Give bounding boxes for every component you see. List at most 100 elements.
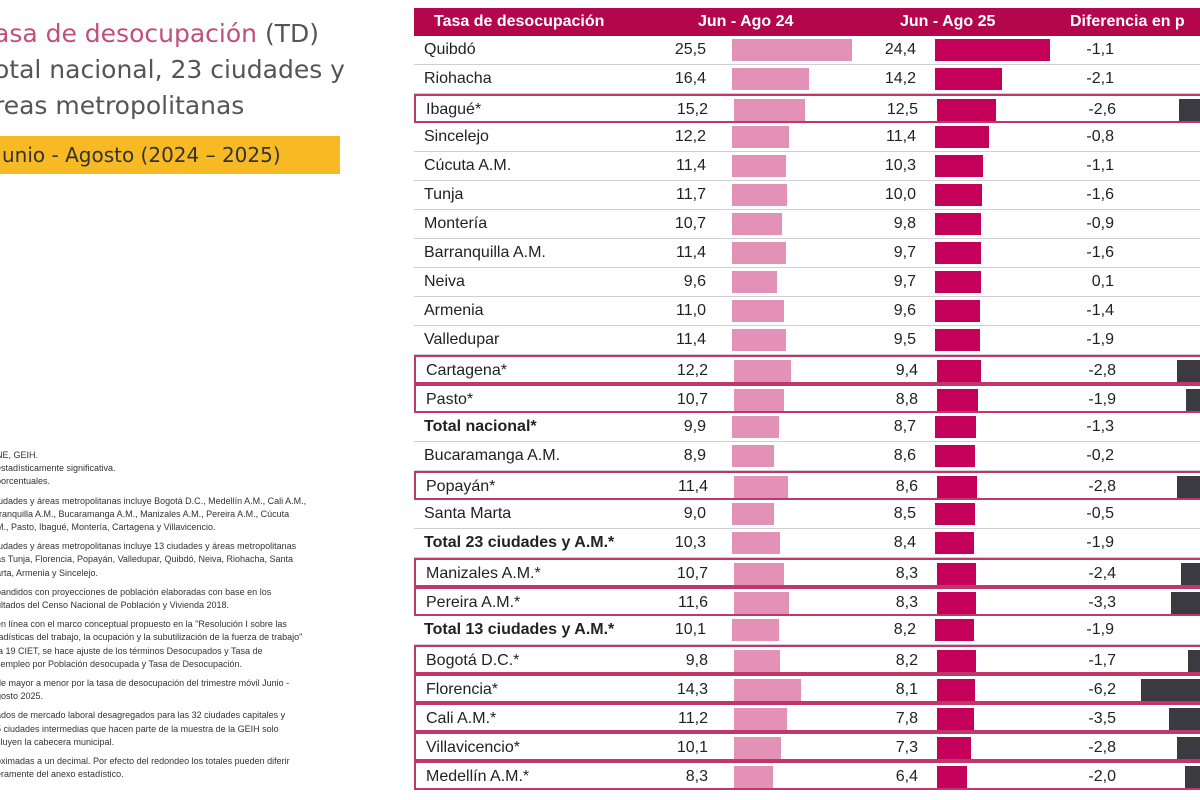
title-line-2: otal nacional, 23 ciudades y (0, 55, 345, 84)
bar-2025 (937, 360, 982, 382)
bar-2024 (734, 389, 785, 411)
value-2024: 9,8 (685, 652, 708, 669)
table-row: Barranquilla A.M. 11,4 9,7 -1,6 (414, 239, 1200, 268)
footnote-line: ultados del Censo Nacional de Población … (0, 600, 229, 611)
bar-2024 (732, 155, 786, 177)
table-row: Total 13 ciudades y A.M.* 10,1 8,2 -1,9 (414, 616, 1200, 645)
bar-2024 (732, 126, 790, 148)
value-2024: 11,4 (676, 157, 706, 174)
table-row: Cúcuta A.M. 11,4 10,3 -1,1 (414, 152, 1200, 181)
value-diff: 0,1 (1091, 273, 1114, 290)
city-label: Pereira A.M.* (426, 594, 521, 611)
bar-2025 (935, 532, 975, 554)
header-diff: Diferencia en p (1070, 13, 1185, 30)
bar-2025 (935, 126, 989, 148)
bar-2025 (935, 329, 980, 351)
bar-diff (1176, 360, 1200, 382)
value-2024: 10,1 (674, 621, 706, 638)
value-2025: 14,2 (884, 70, 916, 87)
value-diff: -1,9 (1088, 391, 1116, 408)
header-city: Tasa de desocupación (434, 13, 605, 30)
bar-2024 (732, 300, 784, 322)
value-2025: 8,5 (893, 505, 916, 522)
bar-diff (1171, 592, 1200, 614)
bar-2024 (732, 532, 781, 554)
value-2024: 10,3 (674, 534, 706, 551)
value-2025: 8,3 (895, 594, 918, 611)
table-row: Medellín A.M.* 8,3 6,4 -2,0 (414, 761, 1200, 790)
bar-2025 (935, 416, 976, 438)
bar-2024 (732, 329, 786, 351)
table-row: Tunja 11,7 10,0 -1,6 (414, 181, 1200, 210)
chart-title: asa de desocupación (TD) otal nacional, … (0, 16, 394, 124)
value-diff: -2,0 (1088, 768, 1116, 785)
bar-2025 (935, 300, 981, 322)
bar-2024 (734, 708, 787, 730)
bar-2024 (732, 39, 852, 61)
bar-2024 (734, 737, 782, 759)
value-diff: -2,6 (1088, 101, 1116, 118)
table-row: Pereira A.M.* 11,6 8,3 -3,3 (414, 587, 1200, 616)
bar-2025 (937, 708, 974, 730)
bar-diff (1185, 766, 1200, 788)
table-row: Cali A.M.* 11,2 7,8 -3,5 (414, 703, 1200, 732)
table-row: Pasto* 10,7 8,8 -1,9 (414, 384, 1200, 413)
table-row: Total nacional* 9,9 8,7 -1,3 (414, 413, 1200, 442)
bar-2024 (732, 242, 786, 264)
value-2025: 8,6 (893, 447, 916, 464)
value-2024: 12,2 (674, 128, 706, 145)
bar-2024 (732, 619, 780, 641)
table-row: Villavicencio* 10,1 7,3 -2,8 (414, 732, 1200, 761)
city-label: Florencia* (426, 681, 499, 698)
bar-2025 (937, 766, 968, 788)
bar-2024 (732, 271, 778, 293)
value-2025: 12,5 (886, 101, 918, 118)
table-row: Florencia* 14,3 8,1 -6,2 (414, 674, 1200, 703)
value-2025: 9,5 (893, 331, 916, 348)
value-2024: 15,2 (676, 101, 708, 118)
value-2025: 9,4 (895, 362, 918, 379)
bar-2025 (937, 592, 976, 614)
table-row: Manizales A.M.* 10,7 8,3 -2,4 (414, 558, 1200, 587)
value-2024: 10,7 (674, 215, 706, 232)
city-label: Total 23 ciudades y A.M.* (424, 534, 615, 551)
value-2024: 8,9 (683, 447, 706, 464)
value-2025: 8,3 (895, 565, 918, 582)
value-2025: 8,8 (895, 391, 918, 408)
bar-2025 (935, 619, 974, 641)
value-2024: 11,2 (678, 710, 708, 727)
bar-2024 (732, 416, 779, 438)
table-row: Montería 10,7 9,8 -0,9 (414, 210, 1200, 239)
value-diff: -1,1 (1086, 41, 1114, 58)
bar-2025 (937, 389, 979, 411)
city-label: Bucaramanga A.M. (424, 447, 561, 464)
footnote-line: gosto 2025. (0, 691, 44, 702)
city-label: Bogotá D.C.* (426, 652, 520, 669)
bar-2025 (935, 184, 982, 206)
city-label: Montería (424, 215, 488, 232)
city-label: Total nacional* (424, 418, 537, 435)
footnote-line: cluyen la cabecera municipal. (0, 736, 115, 747)
bar-2025 (935, 445, 976, 467)
footnote-line: porcentuales. (0, 476, 51, 487)
value-diff: -2,1 (1086, 70, 1114, 87)
value-2024: 11,4 (676, 331, 706, 348)
footnote-line: NE, GEIH. (0, 450, 39, 460)
bar-2024 (732, 68, 810, 90)
table-header: Tasa de desocupación Jun - Ago 24 Jun - … (414, 8, 1200, 36)
table-row: Total 23 ciudades y A.M.* 10,3 8,4 -1,9 (414, 529, 1200, 558)
bar-diff (1140, 679, 1200, 701)
footnote-line: rranquilla A.M., Bucaramanga A.M., Maniz… (0, 508, 290, 519)
city-label: Cartagena* (426, 362, 507, 379)
value-diff: -0,5 (1086, 505, 1114, 522)
bar-2025 (935, 271, 981, 293)
table-row: Neiva 9,6 9,7 0,1 (414, 268, 1200, 297)
title-td-text: (TD) (264, 19, 319, 48)
value-2025: 8,6 (895, 478, 918, 495)
city-label: Tunja (424, 186, 464, 203)
bar-2024 (734, 476, 788, 498)
value-2024: 11,6 (678, 594, 708, 611)
value-diff: -0,2 (1086, 447, 1114, 464)
city-label: Medellín A.M.* (426, 768, 530, 785)
table-row: Valledupar 11,4 9,5 -1,9 (414, 326, 1200, 355)
